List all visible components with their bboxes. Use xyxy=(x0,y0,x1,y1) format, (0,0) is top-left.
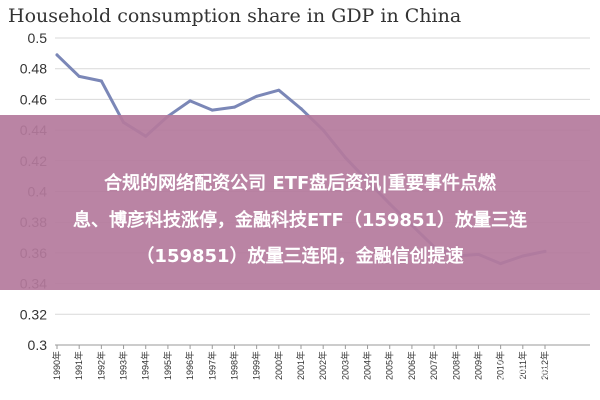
y-tick-label: 0.32 xyxy=(20,306,47,322)
x-tick-label: 1992年 xyxy=(95,351,106,380)
x-tick-label: 2011年 xyxy=(517,351,528,379)
watermark: 前沿观察 xyxy=(484,360,558,382)
x-tick-label: 2003年 xyxy=(339,351,350,380)
data-point xyxy=(299,107,303,111)
y-tick-label: 0.3 xyxy=(28,337,48,353)
y-tick-label: 0.46 xyxy=(20,91,47,107)
data-point xyxy=(232,105,236,109)
overlay-line-3: （159851）放量三连阳，金融信创提速 xyxy=(136,245,463,267)
x-tick-label: 1995年 xyxy=(162,351,173,380)
x-tick-label: 2008年 xyxy=(450,351,461,380)
overlay-line-1: 合规的网络配资公司 ETF盘后资讯|重要事件点燃 xyxy=(104,172,497,194)
data-point xyxy=(255,94,259,98)
x-tick-label: 2004年 xyxy=(362,351,373,380)
data-point xyxy=(188,99,192,103)
chart-title: Household consumption share in GDP in Ch… xyxy=(8,5,461,27)
x-axis-ticks: 1990年 1991年 1992年 1993年 1994年 1995年 1996年 1997年… xyxy=(51,345,550,380)
data-point xyxy=(55,53,59,57)
data-point xyxy=(77,74,81,78)
x-tick-label: 2006年 xyxy=(406,351,417,380)
data-point xyxy=(99,79,103,83)
data-point xyxy=(210,108,214,112)
x-tick-label: 2009年 xyxy=(472,351,483,380)
x-tick-label: 1991年 xyxy=(73,351,84,380)
x-tick-label: 1990年 xyxy=(51,351,62,380)
watermark-icon xyxy=(484,360,506,382)
x-tick-label: 2005年 xyxy=(384,351,395,380)
x-tick-label: 2000年 xyxy=(273,351,284,380)
y-tick-label: 0.48 xyxy=(20,61,47,77)
data-point xyxy=(277,88,281,92)
x-tick-label: 1998年 xyxy=(228,351,239,380)
x-tick-label: 1999年 xyxy=(251,351,262,380)
x-tick-label: 2001年 xyxy=(295,351,306,380)
x-tick-label: 2007年 xyxy=(428,351,439,380)
overlay-line-2: 息、博彦科技涨停，金融科技ETF（159851）放量三连 xyxy=(73,209,528,231)
watermark-text: 前沿观察 xyxy=(510,364,558,379)
x-tick-label: 2010年 xyxy=(495,351,506,380)
x-tick-label: 2012年 xyxy=(539,351,550,380)
x-tick-label: 1996年 xyxy=(184,351,195,380)
x-tick-label: 1994年 xyxy=(140,351,151,380)
overlay-banner xyxy=(0,115,600,290)
y-tick-label: 0.5 xyxy=(28,30,48,46)
x-tick-label: 1997年 xyxy=(206,351,217,380)
x-tick-label: 1993年 xyxy=(118,351,129,380)
x-tick-label: 2002年 xyxy=(317,351,328,380)
